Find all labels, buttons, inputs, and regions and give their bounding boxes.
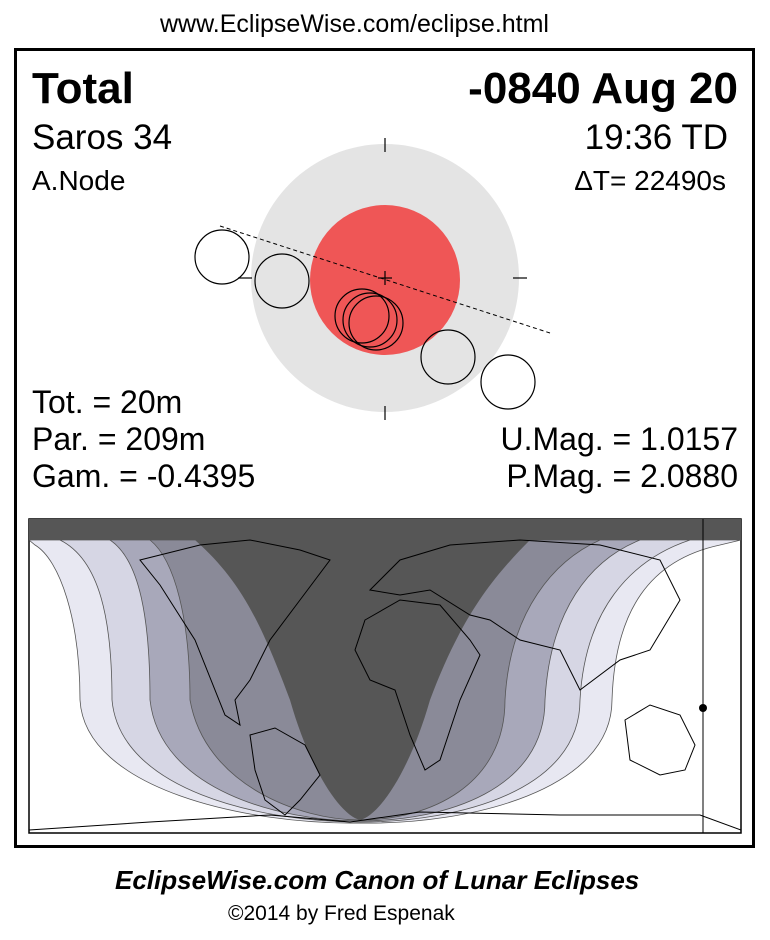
totality-duration: Tot. = 20m: [32, 384, 183, 420]
moon-p1: [194, 229, 250, 285]
penumbral-magnitude: P.Mag. = 2.0880: [506, 458, 738, 494]
footer-copyright: ©2014 by Fred Espenak: [228, 902, 455, 925]
continents: [29, 539, 741, 831]
moon-max: [342, 292, 398, 348]
eclipse-date: -0840 Aug 20: [468, 64, 738, 113]
north-america: [139, 539, 331, 727]
delta-t: ΔT= 22490s: [574, 165, 726, 196]
moon-path: [219, 225, 551, 334]
eclipse-type: Total: [32, 64, 134, 113]
saros: Saros 34: [32, 118, 173, 157]
moon-u2: [334, 288, 390, 344]
umbral-magnitude: U.Mag. = 1.0157: [500, 421, 738, 457]
eurasia: [368, 539, 681, 691]
frame: [14, 48, 755, 848]
url-header: www.EclipseWise.com/eclipse.html: [160, 10, 549, 38]
sub-lunar-point: [699, 704, 707, 712]
footer-title: EclipseWise.com Canon of Lunar Eclipses: [115, 865, 640, 895]
moon-u4: [420, 329, 476, 385]
africa: [354, 599, 481, 771]
antarctica: [29, 811, 741, 831]
australia: [624, 704, 696, 776]
time: 19:36 TD: [584, 118, 728, 157]
partial-duration: Par. = 209m: [32, 421, 206, 457]
moon-u1: [254, 253, 310, 309]
node: A.Node: [32, 165, 126, 196]
south-america: [249, 727, 321, 816]
total-eclipse-region: [29, 519, 741, 820]
moon-p4: [480, 354, 536, 410]
moon-u3: [348, 295, 404, 351]
moon-positions: [194, 229, 536, 410]
gamma: Gam. = -0.4395: [32, 458, 256, 494]
